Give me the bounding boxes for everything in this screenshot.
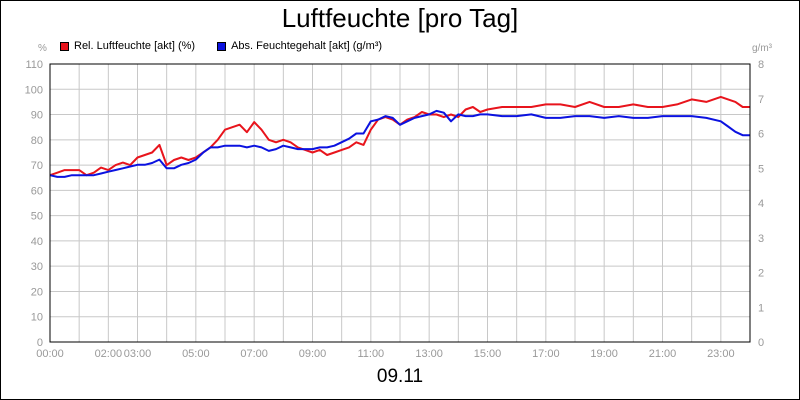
- y-left-tick-label: 100: [25, 84, 43, 96]
- x-tick-label: 02:00: [95, 348, 123, 360]
- x-tick-label: 11:00: [357, 348, 384, 360]
- y-left-tick-label: 10: [31, 312, 43, 324]
- y-left-tick-label: 90: [31, 110, 43, 122]
- y-right-tick-label: 1: [758, 302, 764, 314]
- y-right-tick-label: 5: [758, 163, 764, 175]
- x-tick-label: 13:00: [415, 348, 443, 360]
- y-right-tick-label: 4: [758, 198, 764, 210]
- x-tick-label: 07:00: [240, 348, 268, 360]
- y-right-tick-label: 8: [758, 59, 764, 71]
- x-tick-label: 00:00: [36, 348, 64, 360]
- y-right-tick-label: 2: [758, 268, 764, 280]
- chart-title: Luftfeuchte [pro Tag]: [281, 3, 519, 33]
- y-left-tick-label: 60: [31, 185, 43, 197]
- y-right-tick-label: 7: [758, 94, 764, 106]
- y-left-tick-label: 80: [31, 135, 43, 147]
- y-left-tick-label: 70: [31, 160, 43, 172]
- date-label: 09.11: [376, 366, 424, 387]
- y-left-unit: %: [38, 43, 47, 54]
- legend-label-abs: Abs. Feuchtegehalt [akt] (g/m³): [231, 40, 383, 52]
- x-tick-label: 17:00: [532, 348, 560, 360]
- y-right-tick-label: 0: [758, 337, 764, 349]
- x-tick-label: 15:00: [474, 348, 502, 360]
- y-left-tick-label: 40: [31, 236, 43, 248]
- y-left-tick-label: 30: [31, 261, 43, 273]
- x-tick-label: 19:00: [590, 348, 618, 360]
- plot-border: [49, 63, 751, 343]
- x-tick-label: 05:00: [182, 348, 210, 360]
- y-right-unit: g/m³: [752, 43, 772, 54]
- y-left-tick-label: 110: [25, 59, 43, 71]
- y-right-tick-label: 3: [758, 233, 764, 245]
- y-left-tick-label: 0: [37, 337, 43, 349]
- y-left-tick-label: 20: [31, 286, 43, 298]
- series-line-abs-humidity: [49, 109, 750, 178]
- legend: Rel. Luftfeuchte [akt] (%) Abs. Feuchteg…: [60, 40, 382, 52]
- x-tick-label: 09:00: [299, 348, 327, 360]
- legend-label-rel: Rel. Luftfeuchte [akt] (%): [74, 40, 196, 52]
- legend-swatch-rel: [60, 41, 69, 51]
- x-tick-label: 21:00: [649, 348, 677, 360]
- y-right-tick-label: 6: [758, 129, 764, 141]
- legend-swatch-abs: [217, 41, 227, 51]
- x-tick-label: 03:00: [124, 348, 152, 360]
- y-left-tick-label: 50: [31, 211, 43, 223]
- series-line-rel-humidity: [49, 95, 750, 177]
- legend-item-rel: Rel. Luftfeuchte [akt] (%): [60, 40, 195, 52]
- x-tick-label: 23:00: [707, 348, 735, 360]
- legend-item-abs: Abs. Feuchtegehalt [akt] (g/m³): [217, 40, 382, 52]
